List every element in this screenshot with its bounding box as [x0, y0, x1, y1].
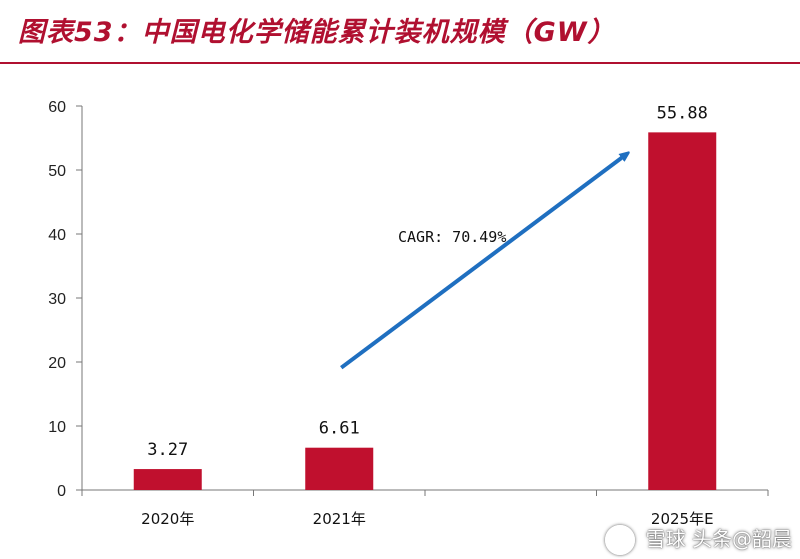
data-label: 6.61	[319, 419, 360, 439]
bars-group	[133, 132, 717, 491]
chart-title: 图表53：中国电化学储能累计装机规模（GW）	[18, 17, 616, 48]
x-category-label: 2021年	[313, 510, 366, 528]
bar	[133, 469, 202, 490]
data-label: 3.27	[147, 440, 188, 460]
x-category-label: 2020年	[141, 510, 194, 528]
cagr-arrow	[340, 154, 626, 370]
annotation-group: CAGR: 70.49%	[340, 154, 626, 370]
snowball-logo-icon	[605, 525, 636, 555]
y-tick-label: 30	[48, 291, 66, 308]
bar	[305, 447, 374, 490]
y-tick-label: 40	[48, 227, 66, 244]
data-label: 55.88	[657, 103, 708, 123]
y-axis: 0 10 20 30 40 50 60	[48, 99, 83, 500]
y-tick-label: 20	[48, 355, 66, 372]
title-divider	[0, 62, 800, 64]
bar	[648, 132, 717, 491]
watermark: 雪球 头条@韶晨	[605, 523, 792, 555]
y-tick-label: 10	[48, 419, 66, 436]
data-labels-group: 3.27 6.61 55.88	[147, 103, 708, 460]
y-tick-label: 50	[48, 163, 66, 180]
watermark-text: 雪球 头条@韶晨	[645, 526, 792, 551]
cagr-annotation: CAGR: 70.49%	[398, 228, 506, 246]
x-category-label: 2025年E	[651, 510, 714, 528]
y-tick-label: 0	[57, 483, 66, 500]
y-tick-label: 60	[48, 99, 66, 116]
